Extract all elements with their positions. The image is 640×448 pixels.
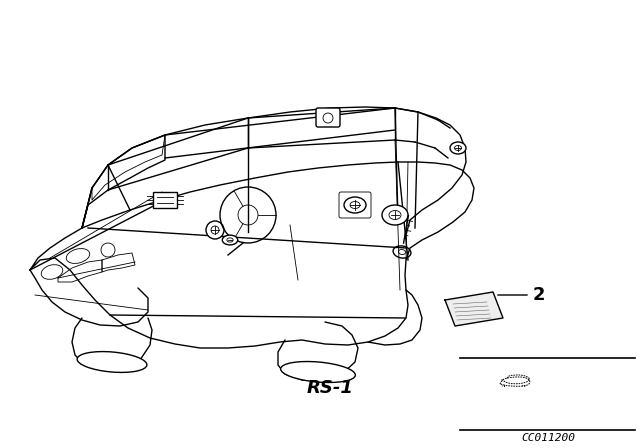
FancyBboxPatch shape <box>153 192 177 208</box>
Ellipse shape <box>280 362 355 383</box>
Circle shape <box>206 221 224 239</box>
Ellipse shape <box>344 197 366 213</box>
Text: CC011200: CC011200 <box>521 433 575 443</box>
Ellipse shape <box>450 142 466 154</box>
Text: RS-1: RS-1 <box>307 379 353 397</box>
Ellipse shape <box>222 235 237 245</box>
Ellipse shape <box>77 352 147 372</box>
Ellipse shape <box>382 205 408 225</box>
FancyBboxPatch shape <box>316 108 340 127</box>
Text: 2: 2 <box>533 286 545 304</box>
Polygon shape <box>445 292 503 326</box>
